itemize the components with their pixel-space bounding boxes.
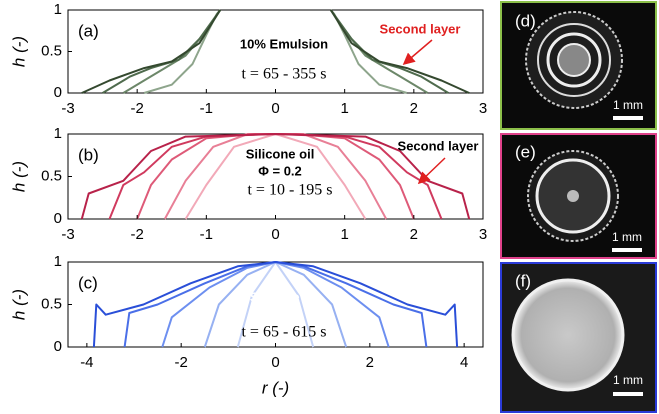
annotation: Second layer [398,138,479,153]
x-tick-label: 0 [271,100,279,117]
annotation: Silicone oil [246,146,315,161]
x-tick-label: -1 [200,226,213,243]
image-label: (d) [515,11,536,30]
x-tick-label: 2 [410,100,418,117]
annotation: 10% Emulsion [240,36,328,51]
y-tick-label: 0.5 [41,42,62,59]
panel-label: (c) [78,273,98,292]
x-tick-label: -2 [175,354,188,371]
scale-bar-label: 1 mm [613,373,643,387]
image-label: (f) [515,271,531,290]
y-axis-label: h (-) [9,36,28,67]
annotation: t = 10 - 195 s [247,182,332,199]
scale-bar-label: 1 mm [613,98,643,112]
image-label: (e) [515,142,536,161]
x-tick-label: 0 [271,226,279,243]
x-tick-label: 4 [460,354,468,371]
y-tick-label: 1 [54,125,62,142]
x-tick-label: -2 [130,100,143,117]
x-tick-label: -4 [80,354,93,371]
arrow [405,40,432,63]
y-tick-label: 0 [54,84,62,101]
y-tick-label: 1 [54,253,62,270]
figure: -3 -2 -1 0 1 2 3 0 0.5 1 h (-) (a) 10% Emulsion t = 6… [0,0,659,414]
y-tick-label: 1 [54,1,62,18]
x-tick-label: 2 [366,354,374,371]
annotation: Second layer [380,21,461,36]
y-tick-label: 0.5 [41,295,62,312]
x-tick-label: -3 [61,226,74,243]
x-tick-label: 1 [340,226,348,243]
y-axis-label: h (-) [9,289,28,320]
annotation: Φ = 0 [268,305,301,320]
panel-label: (a) [78,21,99,40]
x-tick-label: -2 [130,226,143,243]
panel-label: (b) [78,145,99,164]
y-axis-label: h (-) [9,161,28,192]
y-tick-label: 0 [54,210,62,227]
annotation: Silicone oil [250,289,319,304]
x-axis-label: r (-) [262,378,289,397]
x-tick-label: 1 [340,100,348,117]
scale-bar-label: 1 mm [612,230,642,244]
x-tick-label: -1 [200,100,213,117]
x-tick-label: -3 [61,100,74,117]
y-tick-label: 0.5 [41,167,62,184]
annotation: Φ = 0.2 [258,163,302,178]
arrow [420,158,445,182]
x-tick-label: 2 [410,226,418,243]
x-tick-label: 3 [479,226,487,243]
annotation: t = 65 - 615 s [241,324,326,341]
y-tick-label: 0 [54,338,62,355]
x-tick-label: 3 [479,100,487,117]
annotation: t = 65 - 355 s [241,66,326,83]
x-tick-label: 0 [271,354,279,371]
